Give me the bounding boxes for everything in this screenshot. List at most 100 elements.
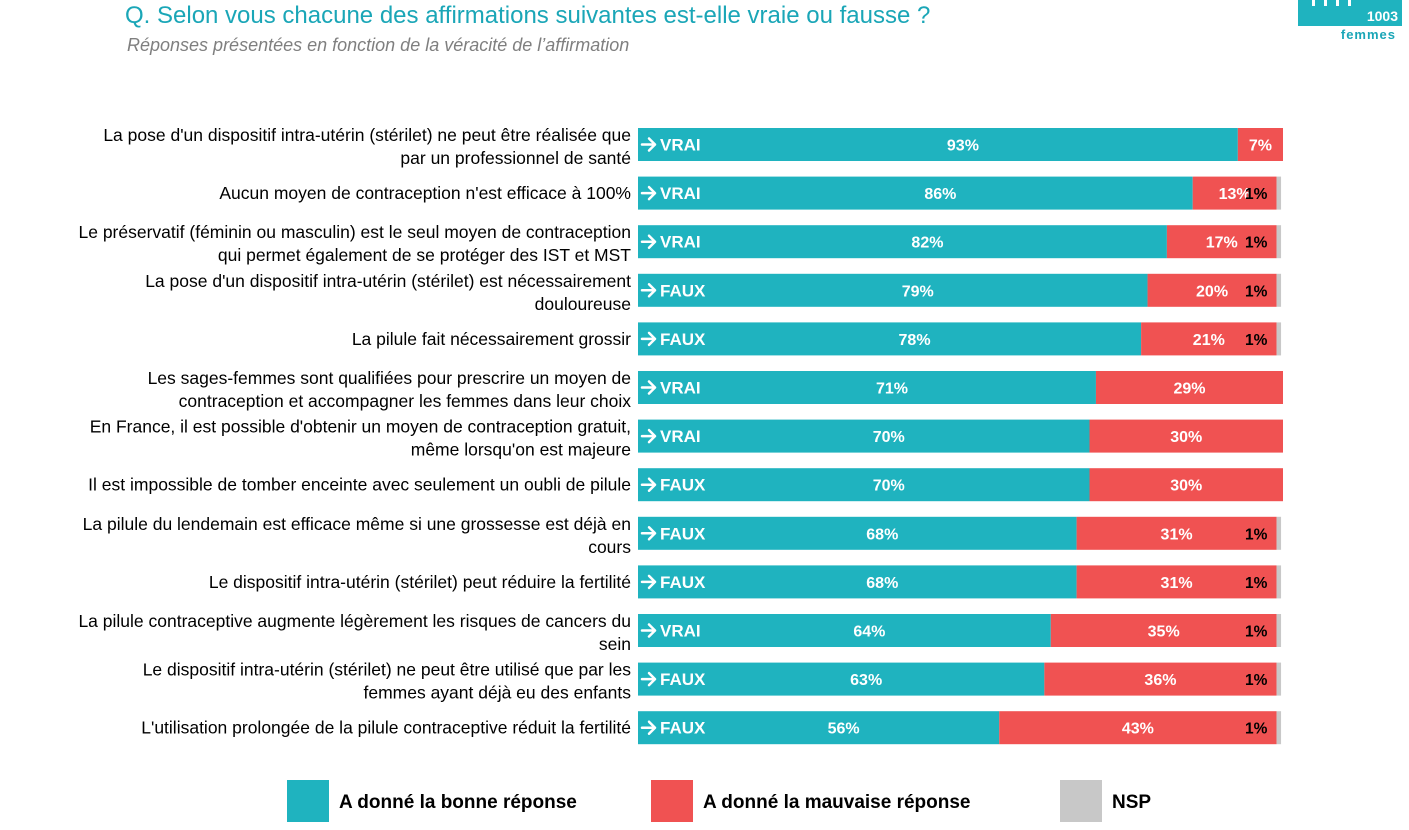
bar-nsp: [1276, 225, 1282, 259]
logo-count: 1003: [1366, 8, 1398, 24]
legend-label: A donné la bonne réponse: [339, 792, 577, 813]
row-label: La pose d'un dispositif intra-utérin (st…: [103, 125, 631, 145]
logo-tick: [1324, 0, 1327, 6]
arrow-right-icon: [640, 477, 657, 492]
bar-correct: [638, 322, 1142, 356]
bar-wrong: [1050, 614, 1277, 647]
value-label-wrong: 30%: [1170, 429, 1202, 446]
row-label: La pose d'un dispositif intra-utérin (st…: [145, 271, 631, 291]
row-label: douloureuse: [535, 294, 631, 314]
bar-correct: [638, 565, 1077, 599]
row-label: par un professionnel de santé: [400, 148, 631, 168]
value-label-correct: 64%: [853, 624, 885, 641]
answer-label: FAUX: [660, 281, 706, 300]
arrow-right-icon: [640, 428, 657, 444]
value-label-nsp: 1%: [1245, 526, 1268, 543]
row-label: qui permet également de se protéger des …: [218, 245, 631, 265]
logo-tick: [1348, 0, 1351, 6]
row-label: cours: [588, 537, 631, 557]
arrow-right-icon: [640, 137, 657, 152]
value-label-nsp: 1%: [1245, 672, 1268, 689]
arrow-right-icon: [640, 185, 657, 201]
bar-nsp: [1276, 614, 1282, 647]
value-label-correct: 68%: [866, 526, 898, 543]
bar-nsp: [1276, 322, 1282, 356]
value-label-wrong: 7%: [1249, 138, 1272, 155]
bar-correct: [638, 614, 1051, 647]
value-label-nsp: 1%: [1245, 575, 1268, 592]
row-label: L'utilisation prolongée de la pilule con…: [141, 718, 631, 738]
logo-bar: 1003: [1298, 0, 1402, 26]
value-label-nsp: 1%: [1245, 235, 1268, 252]
row-label: La pilule du lendemain est efficace même…: [83, 514, 631, 534]
arrow-right-icon: [640, 234, 657, 249]
value-label-correct: 70%: [873, 478, 905, 495]
bar-correct: [638, 419, 1090, 453]
bar-wrong: [1147, 273, 1277, 307]
row-label: Les sages-femmes sont qualifiées pour pr…: [148, 368, 631, 388]
logo-tick: [1312, 0, 1315, 6]
answer-label: FAUX: [660, 524, 706, 543]
value-label-correct: 93%: [947, 138, 979, 155]
bar-wrong: [1076, 516, 1277, 550]
value-label-correct: 79%: [902, 283, 934, 300]
chart-title: Q. Selon vous chacune des affirmations s…: [125, 2, 931, 29]
arrow-right-icon: [640, 671, 657, 687]
value-label-wrong: 31%: [1161, 526, 1193, 543]
value-label-wrong: 30%: [1170, 478, 1202, 495]
bar-nsp: [1276, 662, 1282, 696]
answer-label: FAUX: [660, 330, 706, 349]
value-label-correct: 68%: [866, 575, 898, 592]
bar-correct: [638, 468, 1090, 502]
answer-label: VRAI: [660, 184, 701, 203]
arrow-right-icon: [640, 283, 657, 298]
value-label-wrong: 20%: [1196, 283, 1228, 300]
arrow-right-icon: [640, 380, 657, 395]
answer-label: FAUX: [660, 670, 706, 689]
answer-label: FAUX: [660, 719, 706, 738]
bar-wrong: [1192, 176, 1277, 210]
value-label-wrong: 13%: [1219, 186, 1251, 203]
answer-label: VRAI: [660, 136, 701, 155]
answer-label: VRAI: [660, 233, 701, 252]
bar-correct: [638, 176, 1193, 210]
arrow-right-icon: [640, 574, 657, 590]
row-label: La pilule contraceptive augmente légèrem…: [78, 611, 631, 631]
bar-nsp: [1276, 176, 1282, 210]
bar-wrong: [1166, 225, 1277, 259]
answer-label: FAUX: [660, 573, 706, 592]
row-label: femmes ayant déjà eu des enfants: [363, 683, 631, 703]
legend-swatch: [287, 780, 329, 822]
logo-label: femmes: [1340, 27, 1396, 42]
bar-wrong: [1237, 128, 1283, 161]
row-label: Le dispositif intra-utérin (stérilet) ne…: [143, 660, 632, 680]
row-label: contraception et accompagner les femmes …: [179, 391, 632, 411]
value-label-wrong: 17%: [1206, 235, 1238, 252]
bar-correct: [638, 128, 1238, 161]
logo-tick: [1336, 0, 1339, 6]
legend-swatch: [1060, 780, 1102, 822]
chart-subtitle: Réponses présentées en fonction de la vé…: [127, 35, 630, 55]
row-label: La pilule fait nécessairement grossir: [352, 329, 631, 349]
legend-label: NSP: [1112, 792, 1151, 813]
value-label-correct: 56%: [828, 721, 860, 738]
value-label-correct: 78%: [899, 332, 931, 349]
arrow-right-icon: [640, 720, 657, 735]
sample-size-logo: 1003 femmes: [1298, 0, 1402, 44]
bar-correct: [638, 273, 1148, 307]
bar-nsp: [1276, 565, 1282, 599]
value-label-correct: 70%: [873, 429, 905, 446]
answer-label: VRAI: [660, 379, 701, 398]
bar-nsp: [1276, 516, 1282, 550]
value-label-correct: 86%: [924, 186, 956, 203]
value-label-nsp: 1%: [1245, 721, 1268, 738]
row-label: Le préservatif (féminin ou masculin) est…: [79, 222, 632, 242]
arrow-right-icon: [640, 526, 657, 541]
bar-correct: [638, 225, 1167, 259]
bar-wrong: [1089, 468, 1283, 502]
arrow-right-icon: [640, 623, 657, 638]
row-label: Le dispositif intra-utérin (stérilet) pe…: [209, 572, 631, 592]
bar-correct: [638, 516, 1077, 550]
row-label: Il est impossible de tomber enceinte ave…: [88, 475, 631, 495]
